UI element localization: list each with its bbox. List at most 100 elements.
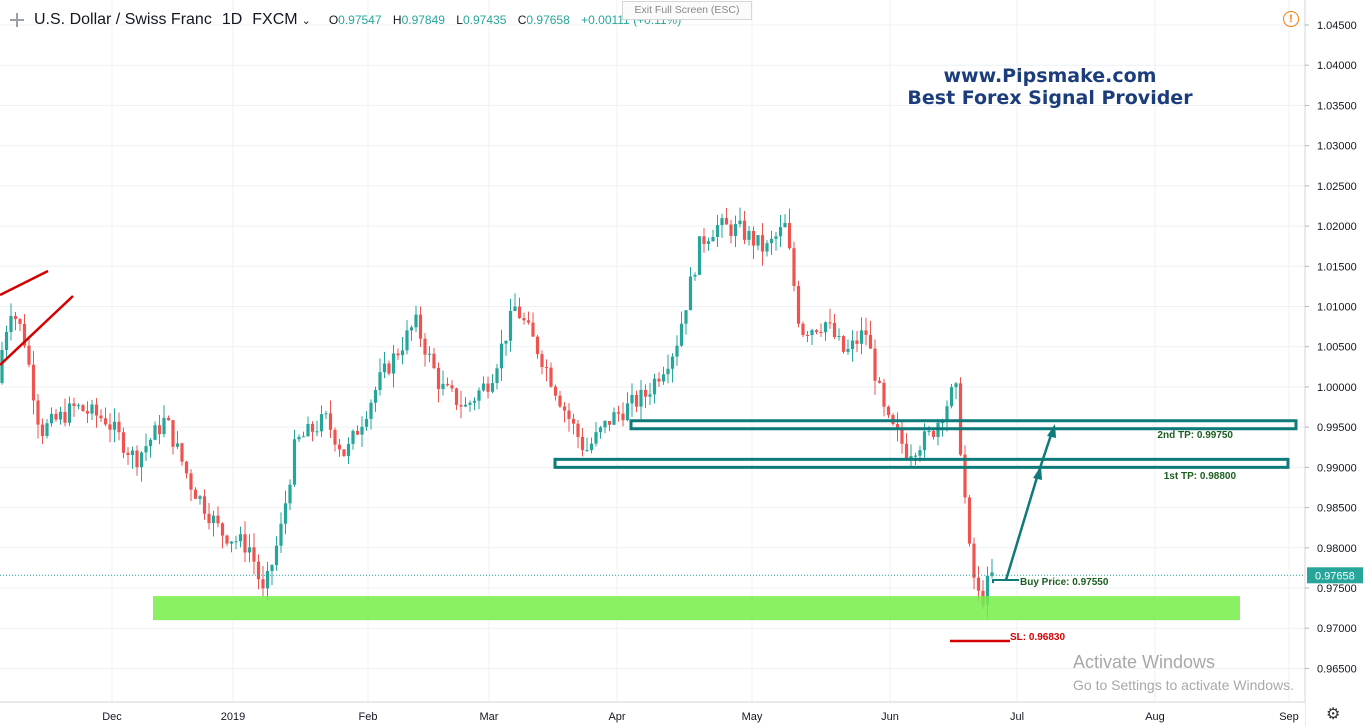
candle-body	[9, 316, 13, 333]
candle-body	[549, 367, 553, 387]
candle-body	[504, 340, 508, 344]
candle-body	[769, 238, 774, 244]
candle-body	[774, 236, 778, 239]
candle-body	[783, 222, 787, 228]
interval-label[interactable]: 1D	[221, 11, 243, 28]
candle-body	[319, 414, 324, 432]
candle-body	[211, 515, 216, 524]
last-price-value: 0.97658	[1315, 570, 1355, 582]
candle-body	[693, 274, 697, 277]
warning-icon[interactable]: !	[1283, 11, 1299, 27]
candle-body	[756, 235, 760, 246]
candle-body	[963, 454, 967, 498]
candle-body	[603, 421, 607, 428]
candle-body	[67, 403, 72, 423]
candle-body	[76, 405, 81, 407]
price-tick-label: 1.01500	[1317, 261, 1357, 273]
candle-body	[256, 561, 261, 580]
chevron-down-icon[interactable]: ⌄	[301, 14, 311, 27]
candle-body	[666, 368, 670, 375]
candle-body	[63, 411, 67, 423]
candle-body	[895, 424, 900, 430]
candle-body	[571, 418, 576, 424]
candle-body	[333, 429, 337, 445]
candle-body	[972, 543, 976, 578]
candle-body	[220, 523, 225, 536]
candle-body	[45, 423, 49, 437]
watermark-tagline: Best Forex Signal Provider	[907, 87, 1193, 109]
candle-body	[94, 404, 99, 416]
time-tick-label: Feb	[359, 711, 378, 723]
candle-body	[940, 422, 945, 424]
candle-body	[594, 432, 598, 444]
crosshair-icon[interactable]	[10, 13, 24, 27]
candle-body	[684, 310, 688, 324]
candle-body	[589, 443, 594, 451]
candle-body	[427, 353, 432, 355]
candle-body	[864, 330, 868, 335]
candle-body	[828, 322, 832, 324]
candle-body	[279, 523, 283, 546]
candle-body	[868, 334, 873, 349]
source-label[interactable]: FXCM	[252, 11, 298, 28]
candle-body	[495, 368, 499, 384]
candle-body	[238, 534, 243, 542]
candle-body	[913, 455, 918, 457]
candle-body	[490, 383, 495, 392]
low-label: L	[456, 13, 463, 27]
support-zone	[153, 596, 1240, 621]
candle-body	[670, 356, 675, 369]
candle-body	[630, 394, 634, 404]
candle-body	[877, 380, 882, 383]
candle-body	[990, 572, 994, 576]
tp1-label: 1st TP: 0.98800	[1164, 471, 1237, 482]
candle-body	[27, 345, 31, 365]
candle-body	[612, 412, 616, 425]
chart-header: U.S. Dollar / Swiss Franc 1D FXCM ⌄ O0.9…	[10, 9, 689, 31]
candle-body	[499, 343, 504, 369]
exit-fullscreen-button[interactable]: Exit Full Screen (ESC)	[622, 1, 752, 20]
gear-icon[interactable]: ⚙	[1326, 706, 1341, 723]
candle-body	[400, 350, 405, 356]
arrow-head-tp2	[1047, 424, 1056, 438]
candle-body	[81, 405, 85, 412]
candle-body	[621, 413, 625, 421]
candle-body	[274, 545, 279, 566]
price-tick-label: 1.02500	[1317, 181, 1357, 193]
candle-body	[49, 413, 54, 424]
candle-body	[432, 353, 436, 368]
candle-body	[4, 332, 9, 350]
candle-body	[441, 383, 445, 389]
price-tick-label: 0.97000	[1317, 623, 1357, 635]
high-value: 0.97849	[401, 13, 445, 27]
time-tick-label: Sep	[1279, 711, 1299, 723]
arrow-to-tp1	[1004, 473, 1040, 581]
candle-body	[697, 236, 702, 275]
candle-body	[346, 443, 351, 456]
time-tick-label: Apr	[608, 711, 625, 723]
candle-body	[360, 426, 364, 435]
last-price-badge	[1307, 567, 1363, 584]
candle-body	[657, 378, 661, 382]
candle-body	[409, 327, 414, 331]
candle-body	[819, 331, 823, 333]
watermark-url: www.Pipsmake.com	[943, 65, 1157, 87]
candle-body	[859, 330, 864, 344]
time-tick-label: 2019	[221, 711, 245, 723]
candle-body	[463, 404, 468, 407]
candle-body	[481, 383, 486, 391]
candle-body	[175, 443, 180, 447]
candle-body	[207, 513, 211, 524]
candle-body	[688, 276, 693, 311]
candle-body	[832, 322, 837, 338]
candle-body	[58, 411, 63, 420]
candle-body	[405, 330, 409, 351]
candle-body	[900, 429, 904, 444]
trendline-lower	[0, 295, 74, 366]
symbol-name[interactable]: U.S. Dollar / Swiss Franc	[34, 11, 212, 28]
candle-body	[373, 389, 378, 403]
candle-body	[283, 503, 288, 524]
candle-body	[540, 354, 544, 368]
candle-body	[288, 484, 292, 504]
